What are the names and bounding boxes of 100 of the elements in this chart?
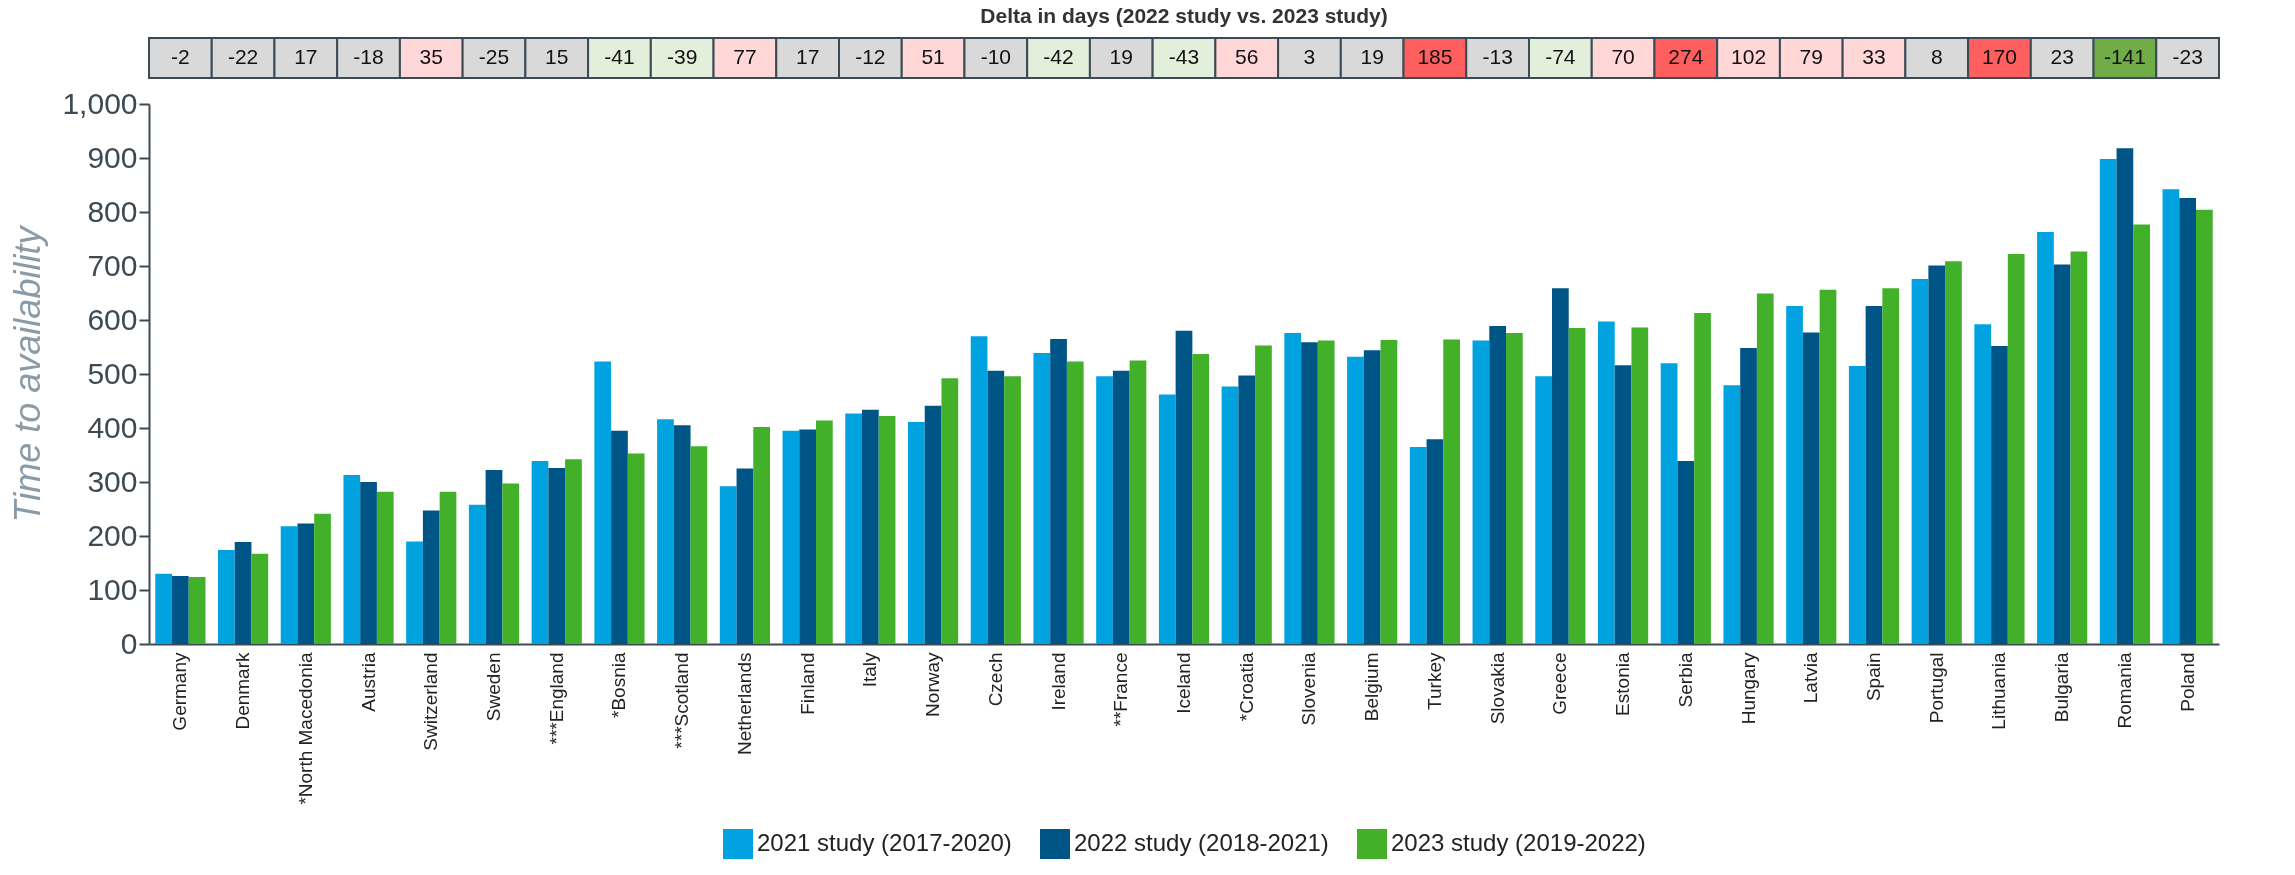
- x-tick-label: ***Scotland: [671, 652, 693, 749]
- y-tick-label: 200: [87, 518, 138, 552]
- bar: [1694, 312, 1711, 644]
- data-label: -22: [227, 45, 259, 68]
- x-tick-label: *Bosnia: [608, 652, 630, 718]
- bar: [1631, 327, 1649, 644]
- bar: [1660, 363, 1678, 644]
- bar: [736, 468, 754, 644]
- bar: [2007, 254, 2025, 644]
- bar: [657, 419, 674, 644]
- bar: [2053, 264, 2071, 644]
- x-tick-label: Turkey: [1423, 652, 1445, 710]
- bar: [2162, 189, 2180, 644]
- bar: [1301, 342, 1318, 644]
- bar: [2133, 224, 2150, 644]
- data-label: -39: [667, 45, 698, 68]
- data-label: 17: [795, 45, 820, 68]
- bar: [1096, 376, 1113, 644]
- x-tick-label: ***England: [545, 652, 567, 745]
- y-tick-label: 800: [87, 194, 138, 228]
- bar: [1740, 348, 1757, 644]
- x-tick-label: Estonia: [1612, 652, 1634, 716]
- data-label: 170: [1981, 45, 2017, 68]
- y-tick-label: 900: [87, 140, 138, 174]
- bar: [1050, 338, 1067, 644]
- bar: [1112, 370, 1130, 644]
- bar: [468, 504, 486, 644]
- bar: [406, 541, 423, 644]
- bar: [690, 446, 708, 644]
- x-tick-label: Sweden: [483, 652, 504, 722]
- y-tick-label: 0: [120, 626, 138, 660]
- bar: [1882, 288, 1900, 644]
- data-label: 23: [2050, 45, 2074, 68]
- bar: [611, 430, 628, 644]
- data-label: -23: [2172, 45, 2203, 68]
- bar: [565, 459, 582, 644]
- bar: [439, 491, 457, 644]
- x-tick-label: Belgium: [1361, 652, 1383, 722]
- x-tick-label: Switzerland: [420, 652, 442, 751]
- x-tick-label: Ireland: [1047, 652, 1069, 711]
- bar: [2196, 209, 2213, 644]
- bar: [2179, 197, 2196, 644]
- bar: [1506, 332, 1523, 644]
- bar: [531, 460, 549, 644]
- bar: [1426, 439, 1444, 644]
- bar: [878, 416, 896, 644]
- x-tick-label: Netherlands: [733, 652, 755, 755]
- bar: [799, 429, 816, 644]
- bar: [1928, 265, 1946, 644]
- x-tick-label: Denmark: [232, 652, 254, 730]
- data-label: 70: [1611, 45, 1635, 68]
- bar: [1443, 339, 1460, 644]
- data-label: 56: [1235, 45, 1259, 68]
- data-label: -10: [980, 45, 1011, 68]
- bar: [234, 541, 252, 644]
- bar: [1238, 375, 1256, 644]
- bar: [1535, 376, 1552, 644]
- data-label: -41: [604, 45, 635, 68]
- bar: [1221, 386, 1239, 644]
- bar: [297, 523, 315, 644]
- bar: [908, 422, 925, 644]
- data-label: -74: [1545, 45, 1576, 68]
- data-label: -2: [171, 45, 190, 68]
- bar: [1723, 385, 1741, 644]
- y-axis-title: Time to availability: [7, 224, 49, 523]
- bar: [1347, 356, 1364, 644]
- bar: [2099, 159, 2117, 644]
- data-label: -42: [1043, 45, 1074, 68]
- bar: [1317, 340, 1335, 644]
- bar: [1175, 330, 1193, 644]
- bar: [1819, 289, 1837, 644]
- bar: [1033, 352, 1051, 644]
- data-label: 51: [921, 45, 945, 68]
- bar: [343, 474, 361, 644]
- legend-label: 2021 study (2017-2020): [757, 829, 1012, 856]
- bar: [1066, 361, 1084, 644]
- x-tick-label: Lithuania: [1988, 652, 2010, 730]
- data-label: -18: [353, 45, 384, 68]
- x-tick-label: Serbia: [1674, 652, 1696, 708]
- data-label: 17: [294, 45, 318, 68]
- x-tick-label: Slovakia: [1486, 652, 1508, 725]
- data-label: -13: [1482, 45, 1513, 68]
- data-label: 185: [1417, 45, 1453, 68]
- bar: [970, 336, 988, 644]
- chart-title: Delta in days (2022 study vs. 2023 study): [980, 4, 1388, 27]
- bar: [1598, 321, 1615, 644]
- data-label: 19: [1109, 45, 1133, 68]
- bar: [376, 491, 394, 644]
- data-label: 19: [1360, 45, 1384, 68]
- y-tick-label: 300: [87, 464, 138, 498]
- bar: [1991, 345, 2008, 644]
- x-tick-label: Latvia: [1800, 652, 1822, 704]
- data-label: -12: [855, 45, 886, 68]
- bar: [673, 425, 691, 644]
- bar: [782, 430, 800, 644]
- x-tick-label: *Croatia: [1235, 652, 1257, 722]
- bar: [862, 409, 879, 644]
- bar: [422, 510, 440, 644]
- bar: [1614, 365, 1632, 644]
- bar: [816, 420, 833, 644]
